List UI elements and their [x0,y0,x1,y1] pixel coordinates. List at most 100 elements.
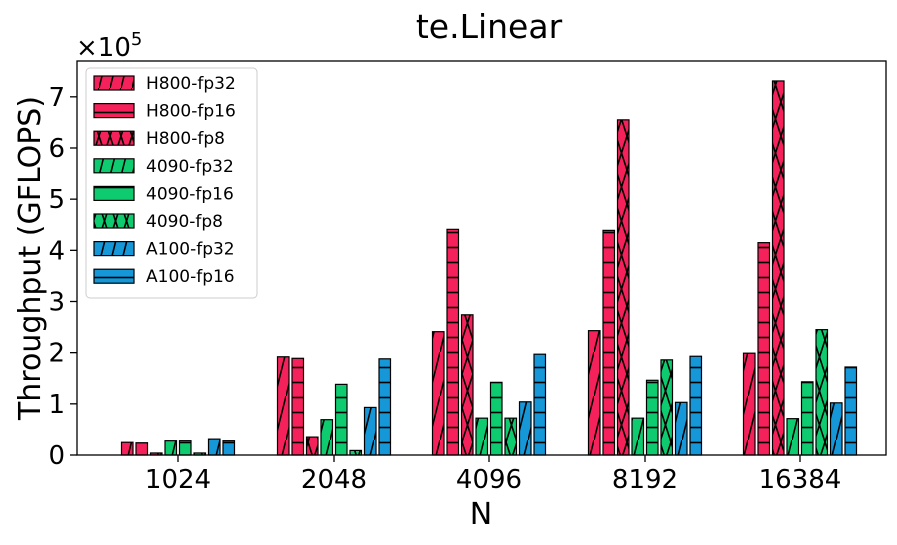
x-tick-label: 4096 [456,465,522,495]
bar-hatch [771,80,785,456]
legend-frame [85,67,258,299]
bar-hatch [800,381,814,456]
bar-hatch [786,418,800,456]
bar-hatch [378,358,392,456]
legend-item: 4090-fp8 [93,212,223,232]
bar-hatch [164,440,178,456]
legend-label: H800-fp16 [146,102,236,122]
bar-hatch [334,383,348,456]
x-tick-label: 16384 [759,465,842,495]
y-tick-label: 7 [48,83,65,113]
bar [135,442,149,456]
bar [771,80,785,456]
series-A100-fp32 [207,401,843,456]
bar-hatch [305,436,319,456]
legend-label: 4090-fp32 [146,157,234,177]
bar [291,357,305,456]
bar [164,440,178,456]
legend-item: H800-fp32 [93,74,236,94]
bar [320,419,334,456]
legend-label: A100-fp32 [146,240,235,260]
legend-item: A100-fp16 [93,267,235,287]
bar-hatch [844,366,858,456]
bar-hatch [602,229,616,456]
bar-hatch [742,352,756,456]
bar-hatch [475,417,489,456]
legend-label: H800-fp8 [146,129,225,149]
legend-item: A100-fp32 [93,240,235,260]
legend-swatch-hatch [93,75,135,91]
series-H800-fp16 [135,228,771,456]
y-tick-label: 1 [48,390,65,420]
bar [305,436,319,456]
legend-swatch-hatch [93,213,135,229]
bar-hatch [616,119,630,456]
bar-hatch [431,331,445,456]
bar-hatch [757,242,771,456]
bar-hatch [518,401,532,456]
legend-item: H800-fp16 [93,102,236,122]
bar [446,228,460,456]
bar [378,358,392,456]
bar-hatch [446,228,460,456]
bar-hatch [815,329,829,456]
y-tick-label: 3 [48,287,65,317]
bar [475,417,489,456]
bar [349,449,363,456]
bar [120,441,134,456]
legend-label: 4090-fp16 [146,184,234,204]
legend-swatch-hatch [93,130,135,146]
series-4090-fp32 [164,417,800,456]
bar [800,381,814,456]
axes-layer: 0 1 2 3 4 5 6 7 1024 2048 4096 8192 16384 [48,60,887,495]
bar [489,381,503,456]
legend: H800-fp32 H800-fp16 H800-fp8 4090-fp32 4090-… [85,67,258,299]
legend-swatch-hatch [93,158,135,174]
bar [815,329,829,456]
bar [674,401,688,456]
bar-hatch [660,359,674,456]
series-H800-fp32 [120,330,756,456]
legend-item: 4090-fp32 [93,157,234,177]
bar-hatch [320,419,334,456]
chart-title: te.Linear [416,7,563,46]
bar-hatch [349,449,363,456]
x-tick-label: 2048 [301,465,367,495]
bar [631,417,645,456]
bar [222,440,236,456]
bar [602,229,616,456]
legend-swatch-hatch [93,268,135,284]
x-axis-label: N [470,497,492,532]
bar-hatch [222,440,236,456]
bar-hatch [363,406,377,456]
bar [431,331,445,456]
bar [533,353,547,456]
x-tick-label: 1024 [145,465,211,495]
bar [829,402,843,456]
bar [757,242,771,456]
bar-hatch [276,356,290,456]
legend-label: 4090-fp8 [146,212,223,232]
y-tick-label: 6 [48,134,65,164]
bar [276,356,290,456]
legend-item: 4090-fp16 [93,184,234,204]
bar [518,401,532,456]
bar [334,383,348,456]
legend-label: A100-fp16 [146,267,235,287]
bar-hatch [207,438,221,456]
bar-hatch [178,440,192,456]
series-4090-fp16 [178,379,814,456]
bars-layer [120,80,858,456]
y-tick-label: 5 [48,185,65,215]
x-tick-label: 8192 [612,465,678,495]
series-H800-fp8 [149,80,785,456]
bar-hatch [631,417,645,456]
bar-hatch [533,353,547,456]
bar [689,355,703,456]
bar [363,406,377,456]
plot-frame [76,60,887,456]
legend-swatch-hatch [93,241,135,257]
y-multiplier-label: ×105 [76,29,142,63]
y-tick-label: 4 [48,236,65,266]
bar-hatch [135,442,149,456]
